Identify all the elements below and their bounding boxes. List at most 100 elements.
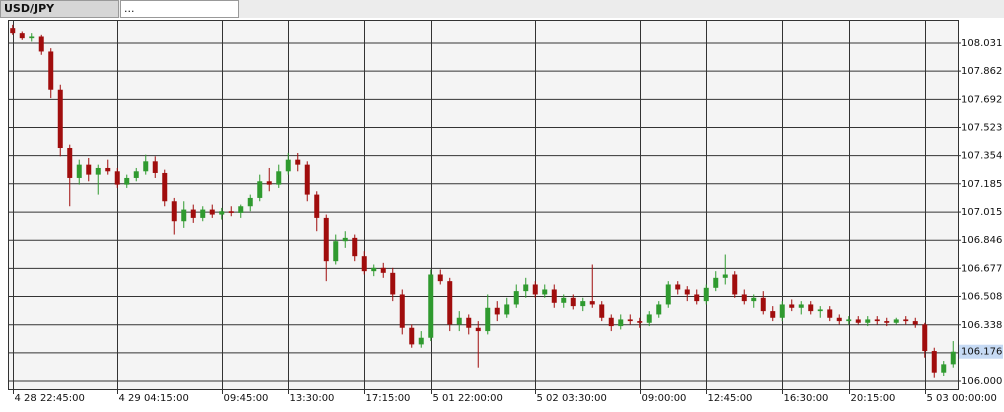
tab[interactable] [120, 0, 239, 18]
candle-body [732, 274, 738, 295]
candle-body [618, 319, 624, 327]
candle-body [874, 319, 880, 322]
candle-body [827, 309, 833, 318]
candle-body [504, 304, 510, 315]
price-marker [959, 344, 1003, 359]
candle-body [428, 274, 434, 338]
candle-body [57, 89, 63, 148]
candle-body [846, 319, 852, 322]
candle-body [162, 172, 168, 202]
candle-body [447, 281, 453, 325]
candle-body [304, 164, 310, 195]
tab[interactable] [0, 0, 119, 18]
candle-body [352, 237, 358, 257]
y-tick-label: 107.015 [961, 207, 1002, 218]
candle-body [931, 351, 937, 373]
candle-body [789, 304, 795, 308]
y-tick-label: 106.508 [961, 291, 1002, 302]
x-tick-label: 5 02 03:30:00 [537, 393, 607, 404]
candle-body [836, 317, 842, 322]
candle-body [751, 297, 757, 302]
x-tick-label: 4 28 22:45:00 [15, 393, 85, 404]
x-tick-label: 5 03 00:00:00 [927, 393, 997, 404]
y-tick-label: 107.523 [961, 123, 1002, 134]
candle-body [95, 167, 101, 175]
candle-body [941, 364, 947, 373]
candle-body [494, 307, 500, 315]
candle-body [779, 304, 785, 318]
candle-body [475, 327, 481, 332]
candle-body [646, 314, 652, 323]
candle-body [181, 209, 187, 222]
candle-body [409, 327, 415, 345]
x-tick-label: 09:00:00 [642, 393, 687, 404]
candle-body [542, 289, 548, 295]
candle-body [399, 294, 405, 328]
candle-body [361, 256, 367, 272]
candle-body [485, 307, 491, 332]
candle-body [295, 159, 301, 165]
candle-body [190, 209, 196, 218]
candle-body [371, 267, 377, 272]
y-tick-label: 107.692 [961, 94, 1002, 105]
x-tick-label: 4 29 04:15:00 [119, 393, 189, 404]
candle-body [865, 319, 871, 323]
candle-body [133, 171, 139, 178]
candle-body [143, 161, 149, 172]
candle-body [570, 297, 576, 307]
y-tick-label: 107.185 [961, 179, 1002, 190]
candle-body [703, 287, 709, 302]
candle-body [580, 301, 586, 307]
candle-body [171, 201, 177, 222]
plot-area [8, 20, 959, 390]
candle-body [238, 206, 244, 213]
candle-body [675, 284, 681, 290]
y-tick-label: 106.338 [961, 320, 1002, 331]
candle-body [713, 277, 719, 288]
y-tick-label: 108.031 [961, 38, 1002, 49]
candle-body [808, 304, 814, 312]
candle-body [722, 274, 728, 278]
candle-body [798, 304, 804, 308]
x-tick-label: 12:45:00 [708, 393, 753, 404]
x-tick-label: 17:15:00 [366, 393, 411, 404]
candle-body [152, 161, 158, 173]
candle-body [656, 304, 662, 315]
candle-body [67, 147, 73, 178]
candle-body [551, 289, 557, 303]
candle-body [903, 319, 909, 322]
candle-body [285, 159, 291, 172]
candle-body [276, 171, 282, 185]
price-marker-label: 106.176 [961, 347, 1002, 358]
candle-body [257, 181, 263, 198]
candle-body [532, 284, 538, 295]
candle-body [228, 211, 234, 213]
candle-body [209, 209, 215, 215]
candle-body [380, 267, 386, 273]
x-tick-label: 20:15:00 [851, 393, 896, 404]
candle-body [513, 291, 519, 305]
candle-body [19, 33, 25, 39]
candle-body [342, 237, 348, 242]
candle-body [599, 304, 605, 318]
candle-body [855, 319, 861, 323]
candle-body [893, 319, 899, 323]
x-tick-label: 5 01 22:00:00 [433, 393, 503, 404]
candle-body [219, 211, 225, 215]
candle-body [741, 294, 747, 302]
candle-body [627, 319, 633, 322]
candle-body [884, 321, 890, 323]
candle-body [950, 351, 956, 365]
candle-body [124, 177, 130, 185]
candle-body [247, 197, 253, 207]
candle-body [114, 171, 120, 185]
candle-body [105, 167, 111, 172]
candle-body [665, 284, 671, 305]
candle-body [760, 297, 766, 312]
tab-label: USD/JPY [4, 2, 55, 15]
candle-body [266, 181, 272, 185]
candle-body [76, 164, 82, 178]
candle-body [86, 164, 92, 175]
candle-body [561, 297, 567, 303]
y-tick-label: 106.846 [961, 235, 1002, 246]
